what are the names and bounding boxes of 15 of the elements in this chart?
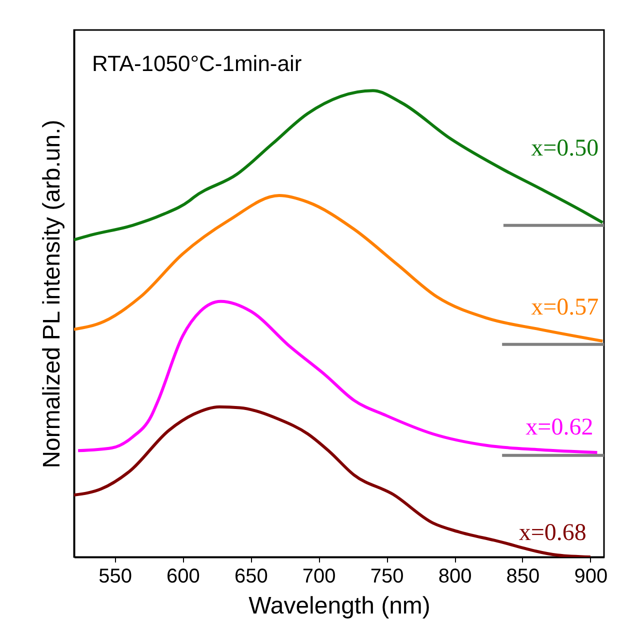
x-tick-label: 850 <box>506 566 540 588</box>
x-tick-label: 700 <box>302 566 336 588</box>
x-tick-label: 750 <box>370 566 404 588</box>
series-label: x=0.62 <box>526 414 594 441</box>
x-tick-label: 600 <box>166 566 200 588</box>
x-tick-label: 800 <box>438 566 472 588</box>
x-tick-label: 650 <box>234 566 268 588</box>
series-label: x=0.50 <box>531 135 599 162</box>
series-label: x=0.68 <box>518 520 586 546</box>
y-axis-title: Normalized PL intensity (arb.un.) <box>38 120 66 468</box>
x-axis-title: Wavelength (nm) <box>248 592 430 620</box>
chart-title: RTA-1050°C-1min-air <box>92 51 302 76</box>
x-tick-label: 550 <box>98 566 132 588</box>
series-label: x=0.57 <box>531 294 599 320</box>
x-tick-label: 900 <box>574 566 608 588</box>
